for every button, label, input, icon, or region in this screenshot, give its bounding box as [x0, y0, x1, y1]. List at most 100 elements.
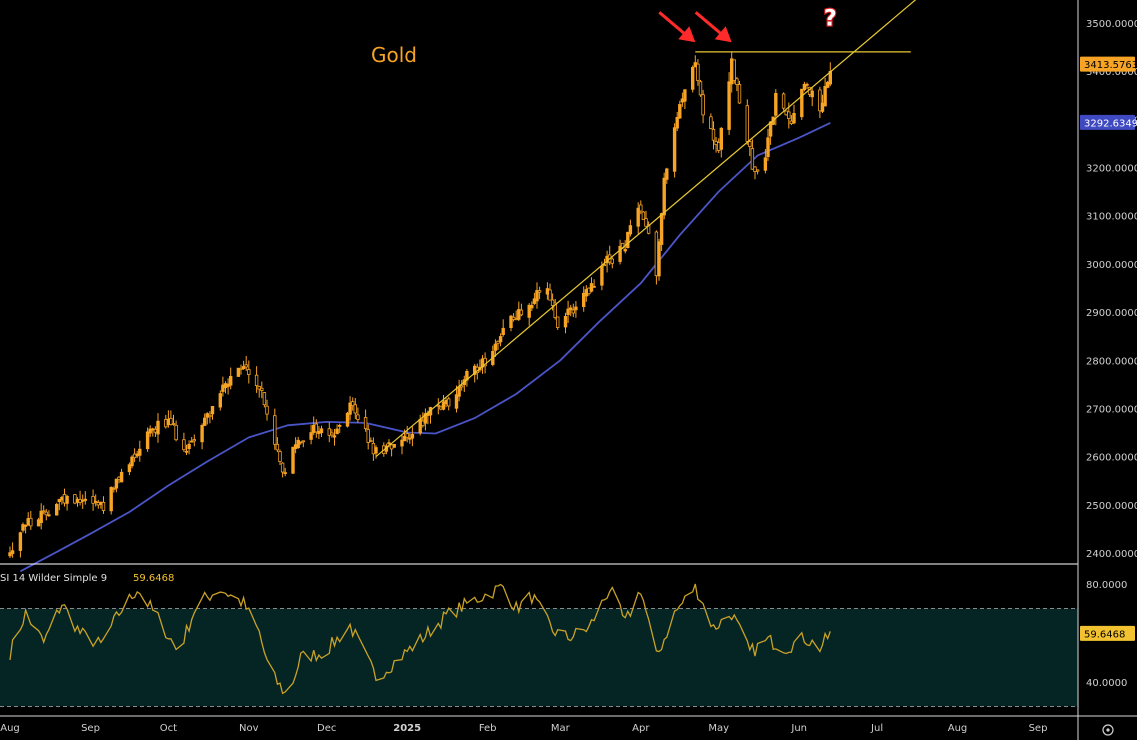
- candle-body[interactable]: [826, 81, 830, 88]
- candle-body[interactable]: [42, 510, 46, 513]
- candle-body[interactable]: [356, 414, 360, 420]
- candle-body[interactable]: [755, 169, 760, 172]
- candle-body[interactable]: [610, 258, 614, 264]
- candle-body[interactable]: [501, 327, 505, 335]
- candle-body[interactable]: [363, 417, 368, 430]
- candle-body[interactable]: [665, 168, 669, 180]
- candle-body[interactable]: [156, 420, 160, 435]
- candle-body[interactable]: [387, 442, 391, 445]
- candle-body[interactable]: [65, 495, 69, 504]
- candle-body[interactable]: [392, 443, 396, 448]
- candle-body[interactable]: [569, 307, 573, 310]
- candle-body[interactable]: [553, 302, 557, 319]
- candle-body[interactable]: [184, 450, 189, 453]
- candle-body[interactable]: [29, 517, 33, 527]
- candle-body[interactable]: [727, 81, 731, 130]
- candle-body[interactable]: [291, 446, 295, 474]
- candle-body[interactable]: [698, 81, 703, 96]
- candle-body[interactable]: [711, 128, 716, 141]
- candle-body[interactable]: [221, 384, 225, 392]
- candle-body[interactable]: [101, 501, 106, 511]
- last-price-badge[interactable]: 3413.5763: [1080, 56, 1137, 72]
- candle-body[interactable]: [10, 550, 15, 554]
- candle-body[interactable]: [114, 478, 119, 489]
- candle-body[interactable]: [400, 439, 404, 447]
- candle-body[interactable]: [247, 369, 251, 375]
- candle-body[interactable]: [509, 315, 513, 329]
- candle-body[interactable]: [174, 424, 178, 441]
- candle-body[interactable]: [683, 89, 687, 102]
- candle-body[interactable]: [280, 462, 285, 473]
- candle-body[interactable]: [112, 488, 116, 491]
- price-pane[interactable]: ?: [8, 0, 940, 573]
- candle-body[interactable]: [127, 464, 132, 473]
- candle-body[interactable]: [55, 503, 59, 516]
- candle-body[interactable]: [44, 511, 48, 516]
- candle-body[interactable]: [802, 83, 807, 91]
- candle-body[interactable]: [21, 524, 25, 531]
- candle-body[interactable]: [301, 440, 305, 443]
- moving-average-badge[interactable]: 3292.6349: [1080, 114, 1137, 130]
- candle-body[interactable]: [662, 177, 666, 216]
- candle-body[interactable]: [402, 435, 407, 442]
- candle-body[interactable]: [823, 86, 827, 107]
- candle-body[interactable]: [408, 437, 412, 440]
- candle-body[interactable]: [582, 292, 586, 307]
- candle-body[interactable]: [208, 414, 212, 418]
- candle-body[interactable]: [696, 63, 700, 81]
- candlestick-series[interactable]: [8, 52, 832, 559]
- candle-body[interactable]: [763, 157, 768, 171]
- candle-body[interactable]: [91, 495, 95, 504]
- candle-body[interactable]: [748, 141, 752, 147]
- candle-body[interactable]: [623, 248, 627, 252]
- candle-body[interactable]: [353, 404, 357, 414]
- candle-body[interactable]: [119, 471, 124, 483]
- candle-body[interactable]: [792, 113, 796, 124]
- candle-body[interactable]: [548, 289, 552, 301]
- candle-body[interactable]: [348, 402, 352, 415]
- price-axis[interactable]: 2400.0000 2500.0000 2600.0000 2700.0000 2800…: [1080, 19, 1137, 689]
- rsi-pane[interactable]: [0, 583, 1078, 707]
- candle-body[interactable]: [672, 127, 677, 172]
- candle-body[interactable]: [405, 433, 409, 438]
- candle-body[interactable]: [148, 428, 152, 434]
- candle-body[interactable]: [169, 417, 173, 425]
- candle-body[interactable]: [366, 429, 370, 443]
- candle-body[interactable]: [459, 385, 464, 388]
- candle-body[interactable]: [410, 433, 415, 439]
- candle-body[interactable]: [800, 88, 804, 118]
- candle-body[interactable]: [496, 340, 500, 344]
- candle-body[interactable]: [241, 366, 246, 369]
- candle-body[interactable]: [187, 443, 191, 449]
- candle-body[interactable]: [641, 211, 646, 220]
- candle-body[interactable]: [39, 510, 43, 524]
- candle-body[interactable]: [350, 401, 355, 407]
- candle-body[interactable]: [483, 357, 487, 367]
- candle-body[interactable]: [228, 375, 233, 386]
- candle-body[interactable]: [701, 94, 705, 116]
- candle-body[interactable]: [73, 494, 77, 504]
- candle-body[interactable]: [369, 440, 373, 443]
- candle-body[interactable]: [766, 137, 770, 158]
- candle-body[interactable]: [781, 93, 786, 109]
- candle-body[interactable]: [657, 241, 661, 277]
- candle-body[interactable]: [774, 93, 778, 116]
- candle-body[interactable]: [423, 413, 428, 424]
- candle-body[interactable]: [618, 245, 622, 262]
- candle-body[interactable]: [345, 412, 350, 427]
- candle-body[interactable]: [296, 439, 300, 448]
- candle-body[interactable]: [639, 204, 643, 212]
- support-trendline[interactable]: [375, 0, 939, 458]
- candle-body[interactable]: [319, 428, 324, 434]
- candle-body[interactable]: [145, 431, 150, 450]
- candle-body[interactable]: [457, 386, 461, 397]
- candle-body[interactable]: [574, 306, 578, 311]
- candle-body[interactable]: [678, 104, 682, 119]
- candle-body[interactable]: [563, 315, 568, 328]
- candle-body[interactable]: [735, 78, 739, 85]
- candle-body[interactable]: [556, 316, 560, 328]
- candle-body[interactable]: [189, 440, 194, 443]
- candle-body[interactable]: [644, 218, 648, 227]
- candle-body[interactable]: [530, 304, 534, 309]
